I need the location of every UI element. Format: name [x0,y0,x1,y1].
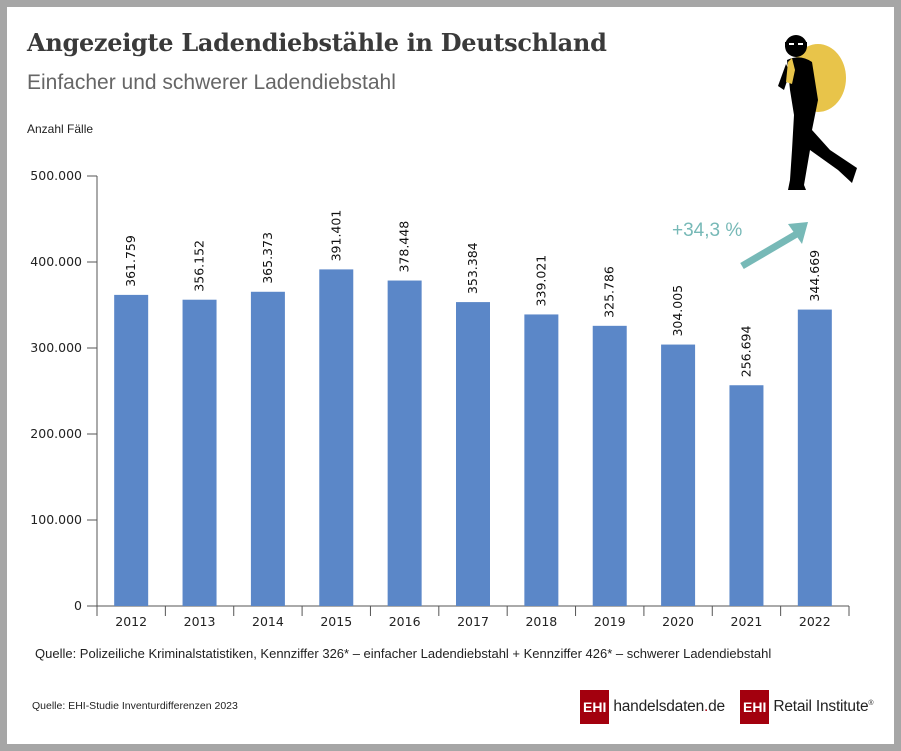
logo-text: Retail Institute [773,698,869,715]
y-tick-label: 500.000 [30,168,82,183]
value-label: 304.005 [670,285,685,337]
value-label: 344.669 [807,250,822,302]
value-label: 339.021 [533,255,548,307]
study-source-note: Quelle: EHI-Studie Inventurdifferenzen 2… [32,700,238,712]
value-label: 365.373 [260,232,275,284]
chart-frame [7,7,894,744]
bar-2017 [456,302,490,606]
handelsdaten-logo[interactable]: EHI handelsdaten.de [580,690,725,724]
bars [114,269,832,606]
value-label: 356.152 [192,240,207,292]
value-labels: 361.759 356.152 365.373 391.401 378.448 353.3… [123,210,822,378]
y-tick-label: 100.000 [30,512,82,527]
logo-tld: de [708,698,725,715]
ehi-logo-box: EHI [740,690,770,724]
x-tick-label: 2014 [252,614,284,629]
chart-title: Angezeigte Ladendiebstähle in Deutschlan… [27,28,607,57]
bar-2015 [319,269,354,606]
y-tick-label: 400.000 [30,254,82,269]
x-tick-label: 2012 [115,614,147,629]
source-note: Quelle: Polizeiliche Kriminalstatistiken… [35,646,772,661]
bar-2013 [182,299,217,606]
axes: 0 100.000 200.000 300.000 400.000 500.000 2012… [30,168,850,629]
value-label: 256.694 [738,326,753,378]
y-axis-label: Anzahl Fälle [27,122,94,136]
registered-mark: ® [868,699,874,707]
bar-2019 [592,325,627,606]
logo-dot: . [704,698,709,715]
growth-arrow-icon [740,222,808,270]
ehi-logo-box: EHI [580,690,610,724]
growth-annotation: +34,3 % [672,220,743,241]
bar-2018 [524,314,559,606]
bar-2022 [797,309,832,606]
logo-text: handelsdaten [613,698,705,715]
x-tick-label: 2015 [320,614,352,629]
bar-2020 [661,344,696,606]
thief-icon [778,35,857,190]
bar-2014 [250,291,285,606]
ehi-retail-institute-logo[interactable]: EHI Retail Institute® [740,690,874,724]
x-tick-label: 2020 [662,614,694,629]
value-label: 391.401 [328,210,343,262]
x-tick-label: 2016 [389,614,421,629]
bar-2021 [729,385,764,606]
value-label: 353.384 [465,242,480,294]
value-label: 378.448 [397,221,412,273]
x-tick-label: 2013 [184,614,216,629]
x-tick-label: 2018 [525,614,557,629]
bar-2016 [387,280,422,606]
y-tick-label: 200.000 [30,426,82,441]
x-tick-label: 2022 [799,614,831,629]
chart-subtitle: Einfacher und schwerer Ladendiebstahl [27,71,396,94]
x-tick-label: 2019 [594,614,626,629]
x-tick-label: 2017 [457,614,489,629]
value-label: 325.786 [602,266,617,318]
value-label: 361.759 [123,235,138,287]
bar-2012 [114,294,149,606]
y-tick-label: 0 [74,598,82,613]
x-tick-label: 2021 [731,614,763,629]
y-tick-label: 300.000 [30,340,82,355]
